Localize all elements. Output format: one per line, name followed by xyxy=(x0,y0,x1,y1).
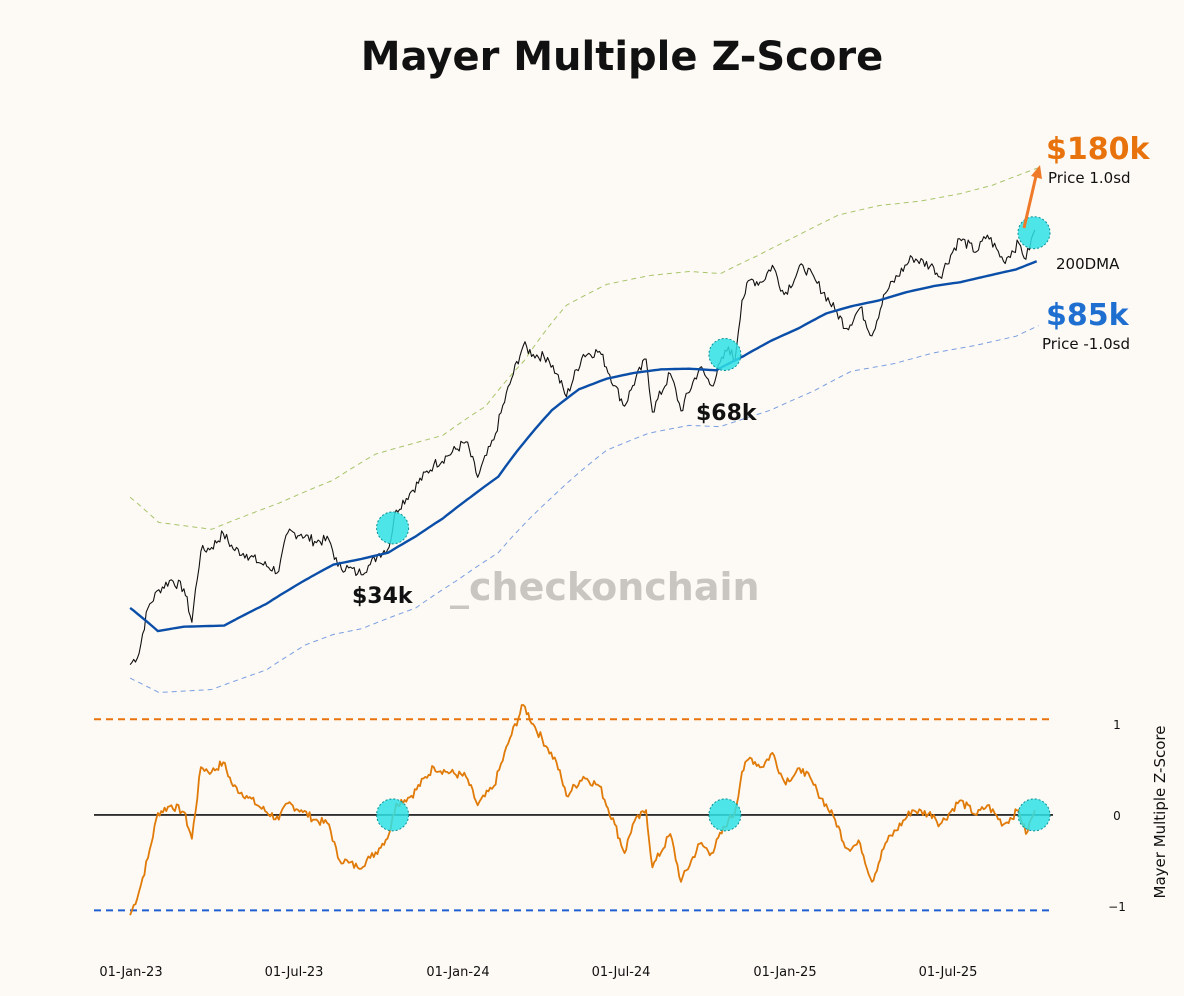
x-tick-label: 01-Jul-25 xyxy=(919,965,978,980)
z-y-axis-label: Mayer Multiple Z-Score xyxy=(1151,726,1169,899)
price-highlight-marker xyxy=(1017,216,1051,250)
z-highlights xyxy=(376,798,1051,832)
dma-label: 200DMA xyxy=(1056,255,1120,273)
series-200dma xyxy=(129,260,1038,633)
z-ytick-label: −1 xyxy=(1108,900,1126,914)
chart-title: Mayer Multiple Z-Score xyxy=(361,34,883,80)
z-highlight-marker xyxy=(376,798,410,832)
x-tick-label: 01-Jul-24 xyxy=(592,965,651,980)
x-tick-label: 01-Jan-24 xyxy=(426,965,489,980)
x-tick-label: 01-Jul-23 xyxy=(265,965,324,980)
x-axis: 01-Jan-23 01-Jul-23 01-Jan-24 01-Jul-24 … xyxy=(99,965,977,980)
watermark-text: _checkonchain xyxy=(450,565,760,609)
annotation-34k: $34k xyxy=(352,584,414,609)
z-highlight-marker xyxy=(708,798,742,832)
arrow-line xyxy=(1022,175,1038,229)
z-highlight-marker xyxy=(1017,798,1051,832)
arrow-head xyxy=(1031,165,1042,179)
annotation-lower-band: $85k Price -1.0sd xyxy=(1042,298,1130,353)
lower-band-label: Price -1.0sd xyxy=(1042,335,1130,353)
upper-band-label: Price 1.0sd xyxy=(1048,169,1131,187)
lower-band-value: $85k xyxy=(1046,298,1130,333)
z-ytick-label: 1 xyxy=(1113,718,1121,732)
z-score-line xyxy=(129,704,1036,916)
x-tick-label: 01-Jan-25 xyxy=(753,965,816,980)
price-highlight-marker xyxy=(376,511,410,545)
annotation-upper-band: $180k Price 1.0sd xyxy=(1022,132,1150,229)
series-price xyxy=(129,229,1036,666)
z-reference-lines xyxy=(94,718,1053,912)
annotation-68k: $68k xyxy=(696,401,758,426)
price-highlight-marker xyxy=(708,338,742,371)
price-highlights xyxy=(376,216,1051,545)
z-y-axis: 1 0 −1 xyxy=(1108,718,1126,914)
series-mayer-multiple-z-score xyxy=(129,704,1036,916)
z-ytick-label: 0 xyxy=(1113,809,1121,823)
upper-band-value: $180k xyxy=(1046,132,1150,167)
x-tick-label: 01-Jan-23 xyxy=(99,965,162,980)
price-lines xyxy=(129,229,1038,666)
series-price-1-0sd xyxy=(129,325,1039,693)
series-price-1-0sd xyxy=(129,167,1039,530)
price-bands xyxy=(129,167,1039,693)
watermark: _checkonchain xyxy=(450,565,760,609)
